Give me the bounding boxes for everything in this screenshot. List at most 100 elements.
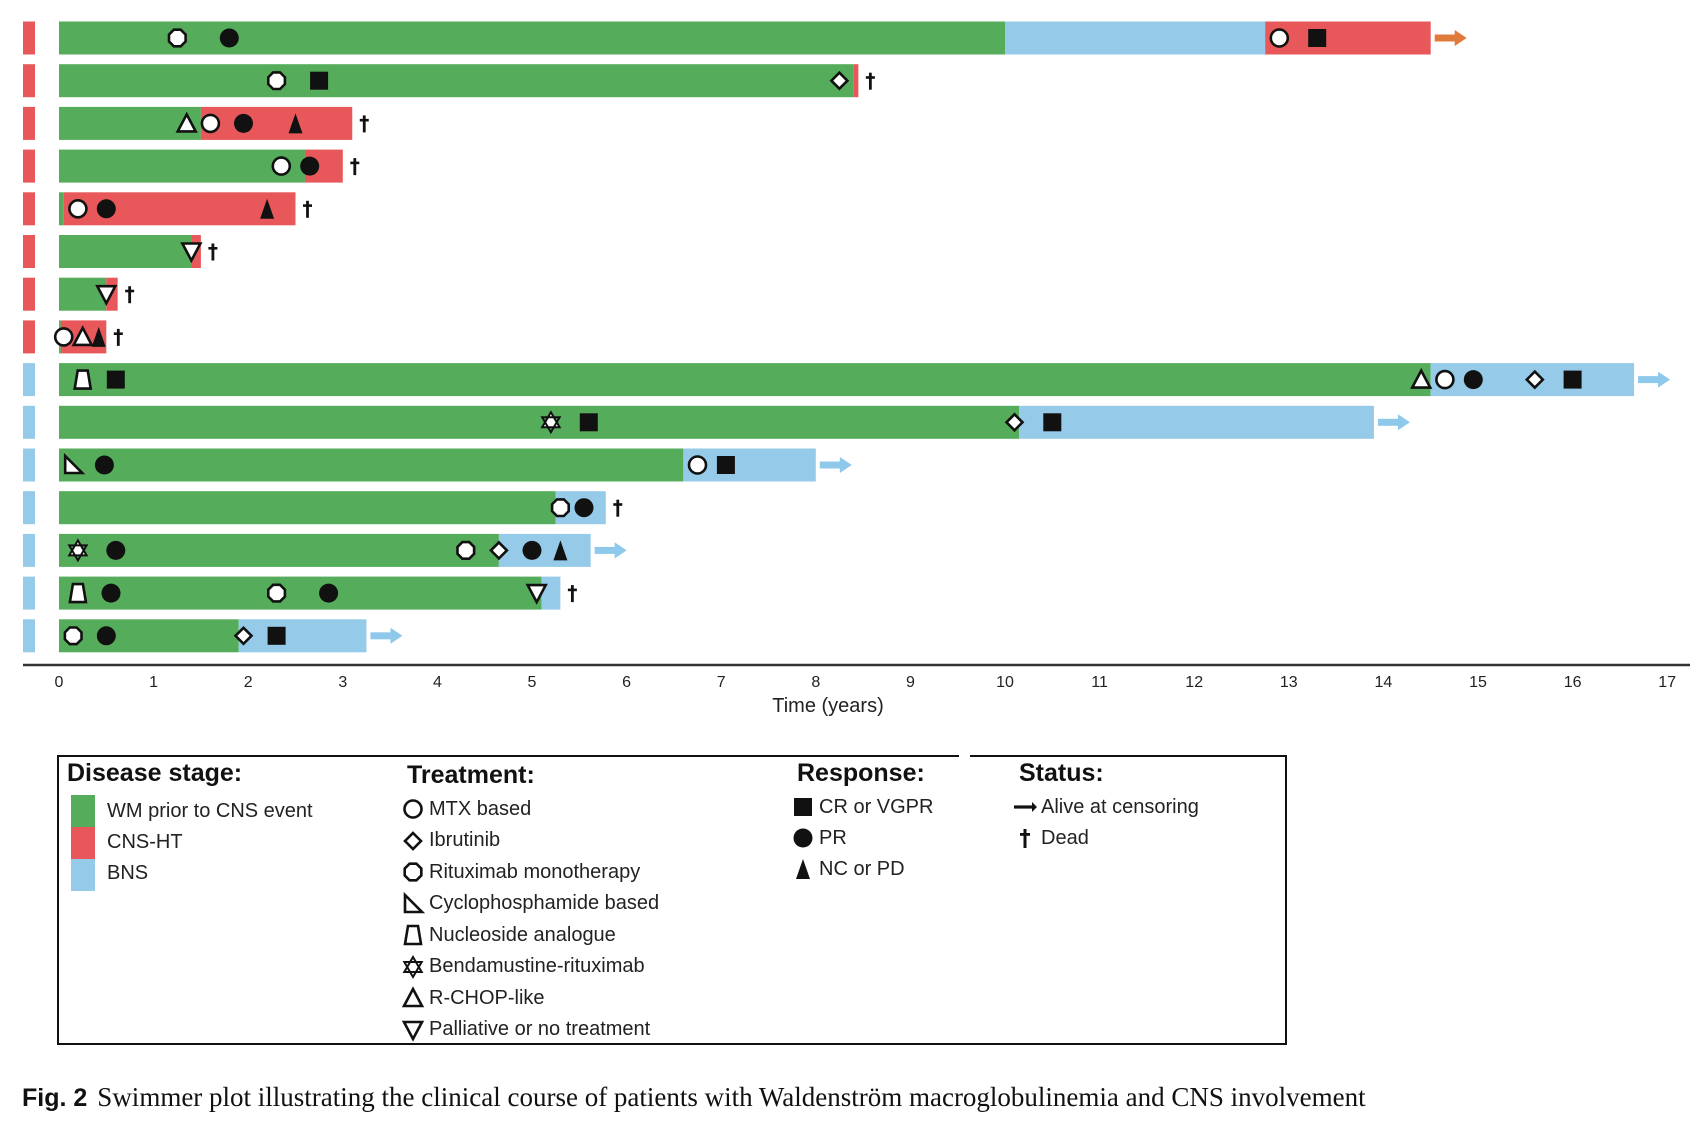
ncpd-marker (260, 198, 275, 219)
response-cr-vgpr-icon (794, 798, 812, 816)
legend-disease-stage-title: Disease stage: (67, 759, 243, 787)
group-indicator (23, 106, 35, 140)
legend: Disease stage: WM prior to CNS event CNS-… (57, 755, 1287, 1045)
legend-top-border-left (57, 755, 959, 757)
group-indicator (23, 576, 35, 610)
group-indicator (23, 192, 35, 226)
x-tick-label: 17 (1658, 674, 1676, 691)
pr-marker (96, 626, 116, 646)
rchop-marker (71, 325, 94, 347)
stage-label: CNS-HT (107, 830, 183, 853)
mtx-marker (53, 327, 74, 347)
dead-marker (208, 243, 218, 261)
rchop-marker (175, 111, 198, 133)
mtx-marker (271, 156, 292, 176)
cr-marker (716, 456, 735, 474)
rituximab-marker (63, 626, 83, 646)
palliative-marker (525, 583, 548, 605)
ibrutinib-marker (1004, 412, 1025, 433)
pr-marker (522, 540, 542, 560)
bar-segment-wm (59, 64, 854, 98)
ibrutinib-marker (1524, 369, 1545, 390)
stage-swatch (71, 795, 95, 827)
x-tick-label: 14 (1375, 674, 1393, 691)
pr-marker (1463, 370, 1483, 390)
mtx-marker (1435, 369, 1455, 390)
legend-item-label: NC or PD (819, 857, 905, 880)
treatment-palliative-icon (401, 1020, 425, 1042)
rituximab-marker (266, 583, 287, 603)
event-markers (53, 28, 1671, 646)
cr-marker (1043, 413, 1062, 432)
status-dead-icon (1020, 829, 1030, 848)
legend-item-label: Palliative or no treatment (429, 1018, 651, 1040)
ncpd-marker (288, 113, 303, 134)
ncpd-marker (553, 540, 568, 561)
alive-arrow (1434, 30, 1467, 46)
pr-marker (300, 156, 320, 176)
response-nc-pd-icon (796, 859, 810, 879)
pr-marker (219, 28, 239, 48)
bar-segment-cns (1265, 21, 1431, 55)
nucleoside-marker (68, 582, 88, 604)
group-indicator (23, 619, 35, 653)
alive-arrow (594, 542, 627, 559)
cr-marker (579, 413, 598, 432)
stage-label: WM prior to CNS event (107, 799, 313, 822)
cr-marker (1308, 29, 1327, 47)
bar-segment-bns (1019, 405, 1374, 439)
legend-item-label: R-CHOP-like (429, 986, 545, 1009)
x-tick-label: 4 (433, 674, 442, 691)
cr-marker (106, 370, 125, 389)
nucleoside-marker (73, 369, 93, 390)
rchop-marker (1410, 367, 1433, 389)
bar-segment-wm (59, 576, 542, 610)
alive-arrow (1638, 371, 1671, 388)
group-indicator (23, 21, 35, 55)
x-tick-label: 13 (1280, 674, 1298, 691)
dead-marker (113, 328, 123, 346)
treatment-bendamustine-icon (402, 954, 424, 979)
x-tick-label: 5 (528, 674, 537, 691)
figure-caption-text: Swimmer plot illustrating the clinical c… (97, 1082, 1366, 1112)
response-nc-pd-item: NC or PD (791, 855, 905, 883)
x-tick-label: 9 (906, 674, 915, 691)
bar-segment-wm (59, 363, 1431, 397)
treatment-bendamustine-item: Bendamustine-rituximab (401, 953, 645, 981)
mtx-marker (68, 199, 88, 219)
x-tick-label: 12 (1185, 674, 1203, 691)
cr-marker (1563, 370, 1582, 389)
response-cr-vgpr-item: CR or VGPR (791, 793, 933, 821)
bar-segment-wm (59, 448, 684, 482)
x-tick-label: 6 (622, 674, 631, 691)
legend-treatment-title: Treatment: (407, 761, 535, 789)
bar-segment-bns (238, 619, 367, 653)
treatment-nucleoside-icon (403, 924, 423, 946)
treatment-ibrutinib-item: Ibrutinib (401, 827, 500, 855)
bar-segment-wm (59, 106, 201, 140)
pr-marker (106, 540, 126, 560)
ncpd-marker (91, 326, 106, 347)
bar-segment-cns (200, 106, 353, 140)
response-pr-item: PR (791, 824, 847, 852)
x-tick-label: 15 (1469, 674, 1487, 691)
treatment-cyclophosphamide-item: Cyclophosphamide based (401, 890, 659, 918)
bar-segment-wm (59, 491, 556, 525)
rituximab-marker (167, 28, 187, 48)
treatment-mtx-item: MTX based (401, 795, 531, 823)
dead-marker (613, 499, 623, 517)
group-indicator (23, 149, 35, 183)
treatment-cyclophosphamide-icon (403, 891, 425, 913)
x-tick-label: 3 (338, 674, 347, 691)
group-indicator (23, 235, 35, 268)
x-tick-label: 0 (55, 674, 64, 691)
figure-caption: Fig. 2 Swimmer plot illustrating the clin… (22, 1082, 1366, 1113)
pr-marker (319, 583, 339, 603)
x-tick-label: 10 (996, 674, 1014, 691)
legend-item-label: MTX based (429, 797, 532, 820)
x-axis-label: Time (years) (772, 695, 883, 717)
pr-marker (94, 455, 114, 475)
x-axis: 0 1 2 3 4 5 6 7 8 9 10 11 12 13 14 15 16 17 (23, 663, 1690, 691)
dead-marker (567, 585, 577, 603)
dead-marker (303, 200, 312, 218)
